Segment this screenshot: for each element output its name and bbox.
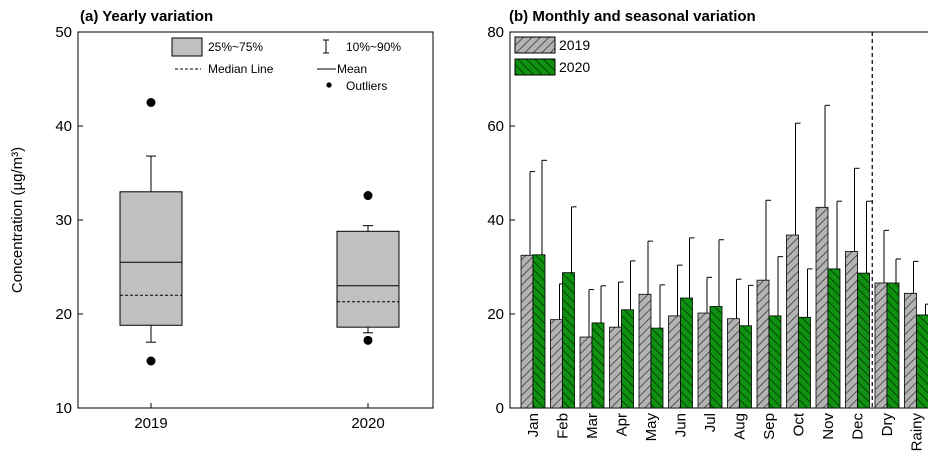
panel-b-monthly-seasonal-variation: (b) Monthly and seasonal variation 0 20 40… [487, 8, 928, 451]
bar-2019-jan [520, 254, 534, 409]
x-tick-label: Nov [820, 413, 837, 440]
bar-2020-sep [768, 315, 782, 409]
x-tick-label: Rainy [909, 413, 926, 452]
legend-outlier-swatch [326, 82, 332, 88]
bar-2020-apr [621, 309, 634, 409]
bar-2020-may [650, 327, 664, 409]
iqr-box [119, 191, 183, 326]
y-tick-label: 30 [55, 212, 72, 229]
y-tick-label: 80 [487, 24, 504, 41]
panel-a-x-ticks: 2019 2020 [134, 403, 385, 432]
panel-a-title: (a) Yearly variation [80, 8, 213, 25]
panel-b-legend: 2019 2020 [514, 36, 590, 76]
iqr-box [336, 230, 400, 328]
bar-2020-oct [798, 316, 811, 409]
x-tick-label: Jan [525, 413, 542, 437]
x-tick-label: Feb [555, 413, 572, 439]
legend-median-label: Median Line [208, 62, 274, 76]
bar-2019-dry [874, 282, 888, 409]
panel-a-y-axis-label: Concentration (µg/m³) [9, 147, 26, 293]
y-tick-label: 0 [496, 400, 504, 417]
bar-2020-aug [739, 325, 752, 409]
bar-2019-jun [668, 315, 681, 409]
y-tick-label: 20 [487, 306, 504, 323]
panel-a-y-ticks: 10 20 30 40 50 [55, 24, 83, 417]
bar-2019-sep [756, 279, 770, 409]
y-tick-label: 60 [487, 118, 504, 135]
bar-2019-feb [550, 319, 563, 409]
outlier-point [146, 98, 156, 107]
panel-a-yearly-variation: (a) Yearly variation Concentration (µg/m… [9, 8, 434, 432]
x-tick-label: Mar [584, 413, 601, 439]
bar-2020-rainy [916, 314, 928, 409]
legend-mean-label: Mean [337, 62, 367, 76]
panel-b-y-ticks: 0 20 40 60 80 [487, 24, 515, 417]
x-tick-label: Oct [791, 412, 808, 436]
legend-whisker-label: 10%~90% [346, 40, 401, 54]
y-tick-label: 50 [55, 24, 72, 41]
x-tick-label: Aug [732, 413, 749, 440]
x-tick-label: Dry [879, 413, 896, 437]
bar-2019-rainy [904, 292, 917, 409]
x-tick-label: 2020 [351, 415, 384, 432]
bar-2019-nov [815, 206, 829, 409]
bar-2019-may [638, 293, 652, 409]
bar-2020-dry [886, 282, 900, 409]
panel-a-legend: 25%~75% 10%~90% Median Line Mean Outlier… [171, 37, 401, 93]
legend-2019-swatch [514, 36, 556, 54]
legend-2020-label: 2020 [559, 59, 590, 75]
bar-2020-nov [827, 268, 841, 409]
legend-box-swatch [171, 37, 203, 57]
bar-2020-jun [680, 297, 693, 409]
x-tick-label: Sep [761, 413, 778, 440]
x-tick-label: May [643, 413, 660, 442]
legend-outlier-label: Outliers [346, 79, 387, 93]
outlier-point [363, 191, 373, 201]
panel-b-x-ticks: Jan Feb Mar Apr May Jun Jul Aug Sep Oct Nov Dec Dry R… [525, 403, 926, 451]
bar-2019-jul [697, 312, 711, 409]
bar-2019-oct [786, 234, 799, 409]
y-tick-label: 20 [55, 306, 72, 323]
bar-2020-mar [591, 322, 605, 409]
x-tick-label: Jul [702, 413, 719, 432]
outlier-point [363, 335, 373, 345]
x-tick-label: Apr [614, 413, 631, 436]
bar-2020-dec [857, 272, 870, 409]
y-tick-label: 10 [55, 400, 72, 417]
bar-2019-aug [727, 318, 740, 409]
legend-2020-swatch [514, 58, 556, 76]
legend-whisker-swatch [323, 39, 329, 54]
bar-2020-jul [709, 306, 723, 409]
panel-b-bars [520, 104, 928, 409]
x-tick-label: 2019 [134, 415, 167, 432]
bar-2020-jan [532, 254, 546, 409]
legend-box-label: 25%~75% [208, 40, 263, 54]
legend-2019-label: 2019 [559, 37, 590, 53]
bar-2019-dec [845, 251, 858, 409]
panel-b-title: (b) Monthly and seasonal variation [509, 8, 756, 25]
bar-2019-mar [579, 336, 593, 409]
x-tick-label: Jun [673, 413, 690, 437]
bar-2019-apr [609, 326, 622, 409]
x-tick-label: Dec [850, 413, 867, 440]
bar-2020-feb [562, 272, 575, 409]
outlier-point [146, 356, 156, 366]
y-tick-label: 40 [487, 212, 504, 229]
y-tick-label: 40 [55, 118, 72, 135]
panel-a-boxes [119, 98, 400, 366]
